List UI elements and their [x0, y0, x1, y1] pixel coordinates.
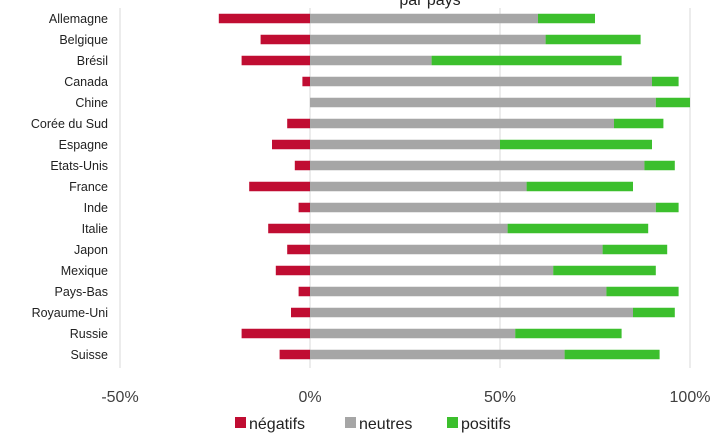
chart-title: par pays — [399, 0, 460, 9]
category-label: Mexique — [61, 264, 108, 278]
category-label: Canada — [64, 75, 108, 89]
legend-swatch — [235, 417, 246, 428]
bar-positifs — [652, 76, 679, 87]
category-label: Suisse — [70, 348, 108, 362]
legend-swatch — [447, 417, 458, 428]
bar-positifs — [515, 328, 622, 339]
category-label: Italie — [82, 222, 108, 236]
bar-neutres — [310, 118, 614, 129]
bar-neutres — [310, 223, 508, 234]
category-label: Pays-Bas — [55, 285, 109, 299]
bar-positifs — [602, 244, 668, 255]
legend: négatifs neutres positifs — [235, 416, 511, 433]
bar-neutres — [310, 139, 500, 150]
bar-neutres — [310, 286, 607, 297]
bar-neutres — [310, 202, 656, 213]
bar-positifs — [507, 223, 649, 234]
category-label: Corée du Sud — [31, 117, 108, 131]
bar-neutres — [310, 160, 645, 171]
bars — [218, 13, 690, 360]
bar-positifs — [644, 160, 675, 171]
x-tick-label: -50% — [101, 389, 138, 406]
bar-positifs — [633, 307, 675, 318]
x-tick-label: 50% — [484, 389, 516, 406]
bar-neutres — [310, 34, 546, 45]
bar-neutres — [310, 55, 432, 66]
bar-negatifs — [291, 307, 310, 318]
legend-swatch — [345, 417, 356, 428]
bar-negatifs — [279, 349, 310, 360]
bar-neutres — [310, 328, 516, 339]
bar-positifs — [526, 181, 633, 192]
bar-neutres — [310, 265, 554, 276]
bar-positifs — [564, 349, 660, 360]
category-label: Royaume-Uni — [32, 306, 108, 320]
bar-positifs — [553, 265, 656, 276]
category-label: France — [69, 180, 108, 194]
category-label: Chine — [75, 96, 108, 110]
legend-label: neutres — [359, 416, 412, 433]
bar-positifs — [538, 13, 595, 24]
x-tick-label: 0% — [298, 389, 321, 406]
bar-negatifs — [287, 118, 310, 129]
bar-negatifs — [298, 202, 310, 213]
category-label: Allemagne — [49, 12, 108, 26]
category-label: Belgique — [59, 33, 108, 47]
bar-negatifs — [241, 55, 310, 66]
bar-positifs — [655, 202, 679, 213]
bar-neutres — [310, 181, 527, 192]
bar-negatifs — [218, 13, 310, 24]
category-label: Espagne — [59, 138, 108, 152]
bar-negatifs — [249, 181, 310, 192]
bar-neutres — [310, 244, 603, 255]
bar-positifs — [545, 34, 641, 45]
bar-negatifs — [298, 286, 310, 297]
x-tick-label: 100% — [670, 389, 711, 406]
bar-neutres — [310, 307, 633, 318]
bar-positifs — [500, 139, 652, 150]
legend-label: négatifs — [249, 416, 305, 433]
bar-neutres — [310, 97, 656, 108]
bar-positifs — [606, 286, 679, 297]
x-tick-labels: -50% 0% 50% 100% — [101, 389, 710, 406]
category-labels: Allemagne Belgique Brésil Canada Chine Corée … — [31, 12, 108, 362]
bar-positifs — [431, 55, 622, 66]
bar-negatifs — [268, 223, 310, 234]
bar-negatifs — [272, 139, 310, 150]
category-label: Etats-Unis — [50, 159, 108, 173]
bar-neutres — [310, 76, 652, 87]
bar-negatifs — [275, 265, 310, 276]
bar-positifs — [655, 97, 690, 108]
category-label: Japon — [74, 243, 108, 257]
bar-negatifs — [294, 160, 310, 171]
bar-neutres — [310, 349, 565, 360]
category-label: Inde — [84, 201, 108, 215]
bar-negatifs — [260, 34, 310, 45]
bar-negatifs — [302, 76, 310, 87]
category-label: Brésil — [77, 54, 108, 68]
bar-negatifs — [287, 244, 310, 255]
bar-positifs — [614, 118, 664, 129]
bar-negatifs — [241, 328, 310, 339]
bar-neutres — [310, 13, 538, 24]
category-label: Russie — [70, 327, 108, 341]
legend-label: positifs — [461, 416, 511, 433]
